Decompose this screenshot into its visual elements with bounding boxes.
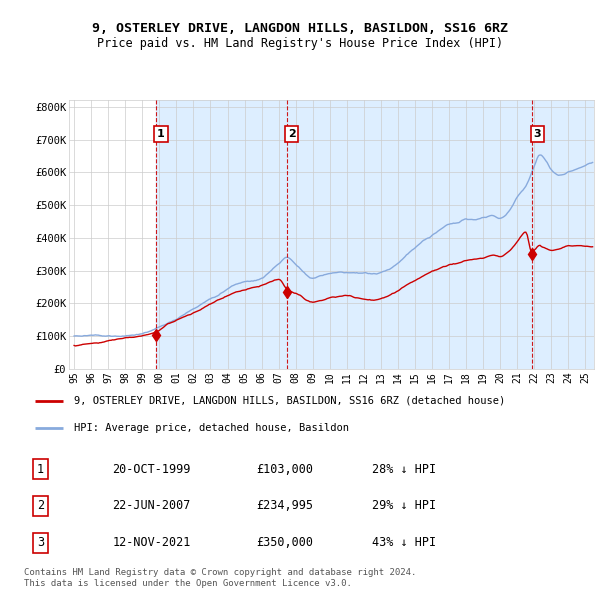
Text: HPI: Average price, detached house, Basildon: HPI: Average price, detached house, Basi… — [74, 423, 349, 433]
Text: 1: 1 — [37, 463, 44, 476]
Text: 2: 2 — [37, 499, 44, 513]
Text: 2: 2 — [288, 129, 296, 139]
Text: 29% ↓ HPI: 29% ↓ HPI — [372, 499, 436, 513]
Text: 43% ↓ HPI: 43% ↓ HPI — [372, 536, 436, 549]
Text: 28% ↓ HPI: 28% ↓ HPI — [372, 463, 436, 476]
Text: £234,995: £234,995 — [256, 499, 313, 513]
Text: 1: 1 — [157, 129, 165, 139]
Text: 12-NOV-2021: 12-NOV-2021 — [112, 536, 191, 549]
Bar — [532, 100, 594, 369]
Text: 3: 3 — [37, 536, 44, 549]
Text: £350,000: £350,000 — [256, 536, 313, 549]
Text: 9, OSTERLEY DRIVE, LANGDON HILLS, BASILDON, SS16 6RZ (detached house): 9, OSTERLEY DRIVE, LANGDON HILLS, BASILD… — [74, 396, 505, 406]
Text: Price paid vs. HM Land Registry's House Price Index (HPI): Price paid vs. HM Land Registry's House … — [97, 37, 503, 50]
Bar — [287, 100, 532, 369]
Text: Contains HM Land Registry data © Crown copyright and database right 2024.: Contains HM Land Registry data © Crown c… — [24, 568, 416, 576]
Text: £103,000: £103,000 — [256, 463, 313, 476]
Text: 22-JUN-2007: 22-JUN-2007 — [112, 499, 191, 513]
Bar — [156, 100, 287, 369]
Text: This data is licensed under the Open Government Licence v3.0.: This data is licensed under the Open Gov… — [24, 579, 352, 588]
Text: 3: 3 — [533, 129, 541, 139]
Text: 9, OSTERLEY DRIVE, LANGDON HILLS, BASILDON, SS16 6RZ: 9, OSTERLEY DRIVE, LANGDON HILLS, BASILD… — [92, 22, 508, 35]
Text: 20-OCT-1999: 20-OCT-1999 — [112, 463, 191, 476]
